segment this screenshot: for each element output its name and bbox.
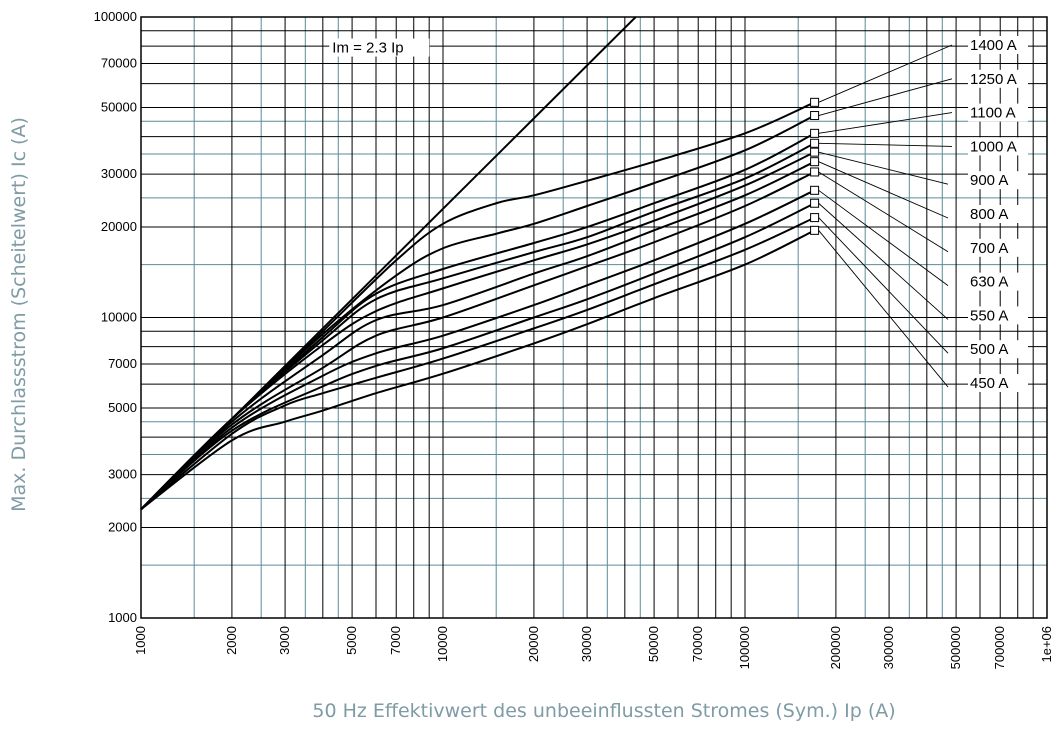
series-end-marker	[810, 111, 820, 121]
y-tick-label: 7000	[108, 356, 137, 371]
series-labels: 1400 A 1250 A 1100 A 1000 A 900 A 800 A 700 A 6…	[968, 36, 1028, 392]
series-leader	[818, 112, 953, 134]
series-line	[140, 171, 816, 511]
series-end-marker	[810, 147, 820, 157]
x-tick-label: 300000	[881, 626, 896, 669]
series-label: 550 A	[970, 307, 1008, 324]
plot-frame	[140, 16, 1048, 619]
x-tick-label: 100000	[737, 626, 752, 669]
y-tick-labels: 1000 2000 3000 5000 7000 10000 20000 30000 50000…	[94, 9, 137, 625]
series-label: 1400 A	[970, 37, 1017, 54]
series-label: 450 A	[970, 375, 1008, 392]
series-leader	[818, 142, 953, 147]
series-label: 630 A	[970, 274, 1008, 291]
y-tick-label: 70000	[101, 56, 137, 71]
x-tick-label: 5000	[344, 626, 359, 655]
x-tick-label: 200000	[828, 626, 843, 669]
series-line	[140, 189, 816, 511]
series-leader	[818, 217, 949, 354]
x-tick-labels: 1000 2000 3000 5000 7000 10000 20000 30000 50000…	[133, 626, 1054, 669]
y-axis-title: Max. Durchlassstrom (Scheitelwert) Ic (A…	[8, 117, 30, 512]
series-end-marker	[810, 138, 820, 148]
series-leader	[818, 202, 949, 320]
series-label-bg	[968, 374, 1028, 392]
series-leader	[818, 78, 953, 116]
y-tick-label: 20000	[101, 219, 137, 234]
series-leader	[818, 151, 949, 185]
reference-line-label: Im = 2.3 Ip	[332, 40, 403, 57]
series-end-marker	[810, 157, 820, 167]
series-line	[140, 151, 816, 511]
series-end-marker	[810, 167, 820, 177]
y-tick-label: 2000	[108, 520, 137, 535]
y-tick-label: 3000	[108, 467, 137, 482]
x-tick-label: 2000	[224, 626, 239, 655]
y-tick-label: 30000	[101, 166, 137, 181]
series-leader	[818, 44, 953, 103]
x-tick-label: 1e+06	[1039, 626, 1054, 663]
series-end-marker	[810, 213, 820, 223]
x-axis-title: 50 Hz Effektivwert des unbeeinflussten S…	[312, 700, 895, 722]
series-label-bg	[968, 103, 1028, 122]
reference-label-bg	[329, 38, 430, 57]
x-tick-label: 50000	[646, 626, 661, 662]
x-tick-label: 70000	[690, 626, 705, 662]
series-label: 900 A	[970, 172, 1008, 189]
series-line	[140, 229, 816, 511]
series-end-marker	[810, 185, 820, 195]
y-tick-label: 1000	[108, 610, 137, 625]
x-tick-label: 7000	[388, 626, 403, 655]
series-leader	[818, 230, 949, 388]
y-tick-label: 10000	[101, 310, 137, 325]
x-tick-label: 3000	[277, 626, 292, 655]
series-leader-lines	[818, 44, 953, 388]
series-leader	[818, 161, 949, 219]
series-label: 1100 A	[970, 105, 1016, 122]
x-tick-label: 1000	[133, 626, 148, 655]
y-tick-label: 5000	[108, 400, 137, 415]
series-leader	[818, 171, 949, 253]
series-label: 700 A	[970, 240, 1008, 257]
series-label-bg	[968, 69, 1028, 88]
y-tick-label: 50000	[101, 99, 137, 114]
x-tick-label: 20000	[526, 626, 541, 662]
series-label: 1000 A	[970, 138, 1017, 155]
series-line	[140, 202, 816, 511]
series-label-bg	[968, 238, 1028, 257]
series-line	[140, 160, 816, 511]
series-end-marker	[810, 97, 820, 107]
series-label-bg	[968, 36, 1028, 54]
y-tick-label: 100000	[94, 9, 137, 24]
series-end-marker	[810, 128, 820, 138]
series-label-bg	[968, 171, 1028, 190]
series-label-bg	[968, 137, 1028, 156]
series-label-bg	[968, 340, 1028, 359]
series-lines	[140, 97, 820, 511]
series-label: 1250 A	[970, 71, 1017, 88]
series-end-marker	[810, 198, 820, 208]
series-label: 800 A	[970, 206, 1008, 223]
x-tick-label: 10000	[435, 626, 450, 662]
series-leader	[818, 189, 949, 286]
x-tick-label: 700000	[992, 626, 1007, 669]
series-label-bg	[968, 306, 1028, 325]
series-end-marker	[810, 225, 820, 235]
grid-dark	[141, 17, 1047, 618]
x-tick-label: 500000	[948, 626, 963, 669]
series-label-bg	[968, 272, 1028, 291]
series-label-bg	[968, 205, 1028, 223]
series-line	[140, 216, 816, 511]
series-label: 500 A	[970, 341, 1008, 358]
x-tick-label: 30000	[579, 626, 594, 662]
